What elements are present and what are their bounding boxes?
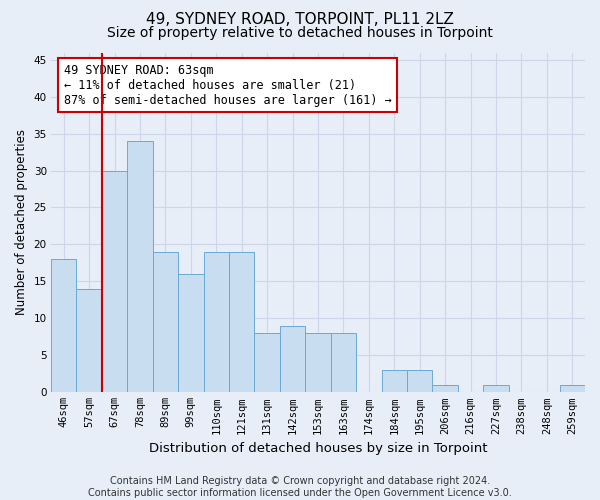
Bar [102, 170, 127, 392]
Bar [331, 333, 356, 392]
Bar [483, 384, 509, 392]
Bar [51, 259, 76, 392]
Bar [203, 252, 229, 392]
Text: 49, SYDNEY ROAD, TORPOINT, PL11 2LZ: 49, SYDNEY ROAD, TORPOINT, PL11 2LZ [146, 12, 454, 28]
Text: 49 SYDNEY ROAD: 63sqm
← 11% of detached houses are smaller (21)
87% of semi-deta: 49 SYDNEY ROAD: 63sqm ← 11% of detached … [64, 64, 391, 106]
Bar [127, 141, 152, 392]
Bar [305, 333, 331, 392]
Y-axis label: Number of detached properties: Number of detached properties [15, 129, 28, 316]
Text: Contains HM Land Registry data © Crown copyright and database right 2024.
Contai: Contains HM Land Registry data © Crown c… [88, 476, 512, 498]
Bar [178, 274, 203, 392]
Bar [560, 384, 585, 392]
Bar [229, 252, 254, 392]
Bar [254, 333, 280, 392]
Bar [433, 384, 458, 392]
Bar [152, 252, 178, 392]
Bar [407, 370, 433, 392]
Text: Size of property relative to detached houses in Torpoint: Size of property relative to detached ho… [107, 26, 493, 40]
Bar [76, 288, 102, 392]
Bar [382, 370, 407, 392]
Bar [280, 326, 305, 392]
X-axis label: Distribution of detached houses by size in Torpoint: Distribution of detached houses by size … [149, 442, 487, 455]
